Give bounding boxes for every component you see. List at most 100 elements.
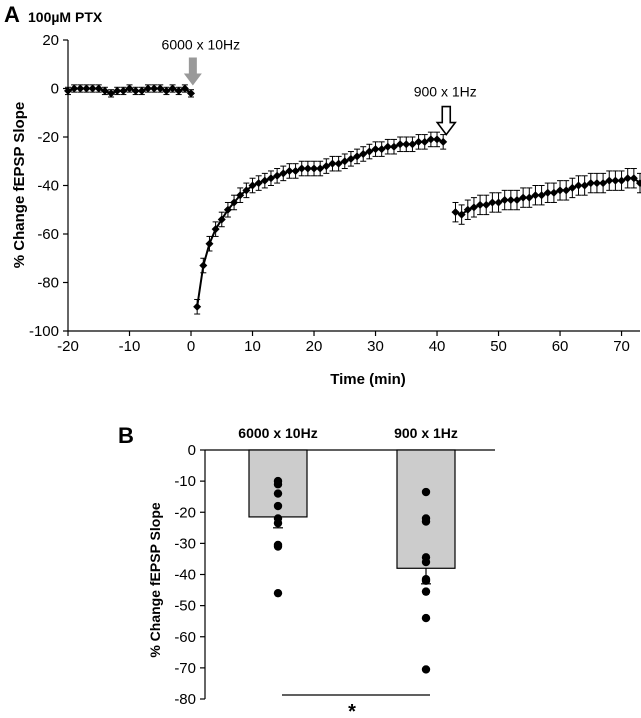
panel-a-error-bars bbox=[65, 84, 641, 315]
data-point bbox=[266, 174, 275, 183]
data-point bbox=[211, 225, 220, 234]
panel-a-y-tick-label: 0 bbox=[51, 81, 59, 98]
data-point bbox=[605, 176, 614, 185]
data-point bbox=[88, 84, 97, 93]
individual-point bbox=[273, 518, 283, 528]
panel-a-x-tick-label: 70 bbox=[613, 338, 630, 355]
data-point bbox=[346, 154, 355, 163]
data-point bbox=[414, 137, 423, 146]
data-point bbox=[334, 159, 343, 168]
data-point bbox=[377, 145, 386, 154]
data-point bbox=[488, 198, 497, 207]
data-point bbox=[137, 86, 146, 95]
data-point bbox=[506, 196, 515, 205]
data-point bbox=[174, 86, 183, 95]
stimulus-arrow-6000x10hz bbox=[183, 57, 202, 86]
data-point bbox=[205, 239, 214, 248]
panel-a-label: A bbox=[4, 2, 20, 27]
panel-a-y-tick-label: -100 bbox=[29, 323, 59, 340]
stimulus-arrow-900x1hz bbox=[435, 105, 457, 136]
panel-a-x-tick-label: 60 bbox=[552, 338, 569, 355]
data-point bbox=[383, 142, 392, 151]
data-point bbox=[310, 164, 319, 173]
panel-b: B 0 -10 -20 -30 -40 -50 -60 -70 -80 6000 x 10Hz 9… bbox=[118, 423, 495, 718]
individual-point bbox=[273, 542, 283, 551]
data-point bbox=[611, 176, 620, 185]
data-point bbox=[316, 164, 325, 173]
panel-b-label: B bbox=[118, 423, 134, 448]
panel-b-y-tick-label: -70 bbox=[174, 660, 196, 677]
panel-b-ylabel: % Change fEPSP Slope bbox=[147, 502, 163, 658]
data-point bbox=[426, 135, 435, 144]
data-point bbox=[420, 137, 429, 146]
data-point bbox=[599, 179, 608, 188]
data-point bbox=[389, 142, 398, 151]
data-point bbox=[543, 188, 552, 197]
panel-b-category-labels: 6000 x 10Hz 900 x 1Hz bbox=[238, 425, 458, 441]
significance-star: * bbox=[348, 701, 356, 718]
data-point bbox=[297, 164, 306, 173]
panel-a-ylabel: % Change fEPSP Slope bbox=[11, 102, 28, 268]
data-point bbox=[217, 215, 226, 224]
data-point bbox=[322, 162, 331, 171]
panel-a-x-tick-label: -20 bbox=[57, 338, 79, 355]
data-point bbox=[531, 191, 540, 200]
panel-a-y-tick-label: -80 bbox=[37, 275, 59, 292]
data-point bbox=[193, 302, 202, 311]
data-point bbox=[168, 84, 177, 93]
data-point bbox=[463, 205, 472, 214]
panel-a-x-tick-label: 40 bbox=[429, 338, 446, 355]
bar-2 bbox=[396, 449, 456, 569]
panel-b-y-tick-label: -80 bbox=[174, 691, 196, 708]
data-point bbox=[556, 186, 565, 195]
category-label-1: 6000 x 10Hz bbox=[238, 425, 317, 441]
panel-b-y-tick-label: -40 bbox=[174, 567, 196, 584]
data-point bbox=[131, 86, 140, 95]
data-point bbox=[180, 84, 189, 93]
panel-a-y-tick-label: 20 bbox=[42, 32, 59, 49]
panel-a-x-tick-label: 20 bbox=[306, 338, 323, 355]
panel-b-y-tick-label: -60 bbox=[174, 629, 196, 646]
data-point bbox=[248, 181, 257, 190]
data-point bbox=[512, 196, 521, 205]
data-point bbox=[340, 157, 349, 166]
data-point bbox=[328, 159, 337, 168]
panel-b-y-tick-label: -30 bbox=[174, 535, 196, 552]
data-point bbox=[285, 166, 294, 175]
data-point bbox=[143, 84, 152, 93]
data-point bbox=[70, 84, 79, 93]
data-point bbox=[359, 149, 368, 158]
individual-point bbox=[273, 489, 283, 498]
panel-b-y-tick-label: -50 bbox=[174, 598, 196, 615]
data-point bbox=[242, 186, 251, 195]
data-point bbox=[94, 84, 103, 93]
data-point bbox=[365, 147, 374, 156]
panel-b-y-tick-label: -20 bbox=[174, 504, 196, 521]
data-point bbox=[76, 84, 85, 93]
panel-b-y-tick-label: -10 bbox=[174, 473, 196, 490]
data-point bbox=[592, 179, 601, 188]
data-point bbox=[223, 205, 232, 214]
panel-a-annotations: 6000 x 10Hz 900 x 1Hz bbox=[162, 37, 477, 136]
data-point bbox=[617, 176, 626, 185]
individual-point bbox=[273, 501, 283, 511]
panel-a-xlabel: Time (min) bbox=[330, 371, 406, 388]
data-point bbox=[537, 191, 546, 200]
data-point bbox=[402, 140, 411, 149]
data-point bbox=[433, 135, 442, 144]
data-point bbox=[371, 145, 380, 154]
data-point bbox=[82, 84, 91, 93]
individual-point bbox=[273, 588, 283, 598]
data-point bbox=[162, 86, 171, 95]
data-point bbox=[629, 174, 638, 183]
data-point bbox=[408, 140, 417, 149]
data-point bbox=[482, 200, 491, 209]
category-label-2: 900 x 1Hz bbox=[394, 425, 458, 441]
data-point bbox=[568, 183, 577, 192]
data-point bbox=[156, 84, 165, 93]
data-point bbox=[574, 181, 583, 190]
data-point bbox=[199, 261, 208, 270]
individual-point bbox=[421, 613, 431, 623]
data-point bbox=[457, 210, 466, 219]
